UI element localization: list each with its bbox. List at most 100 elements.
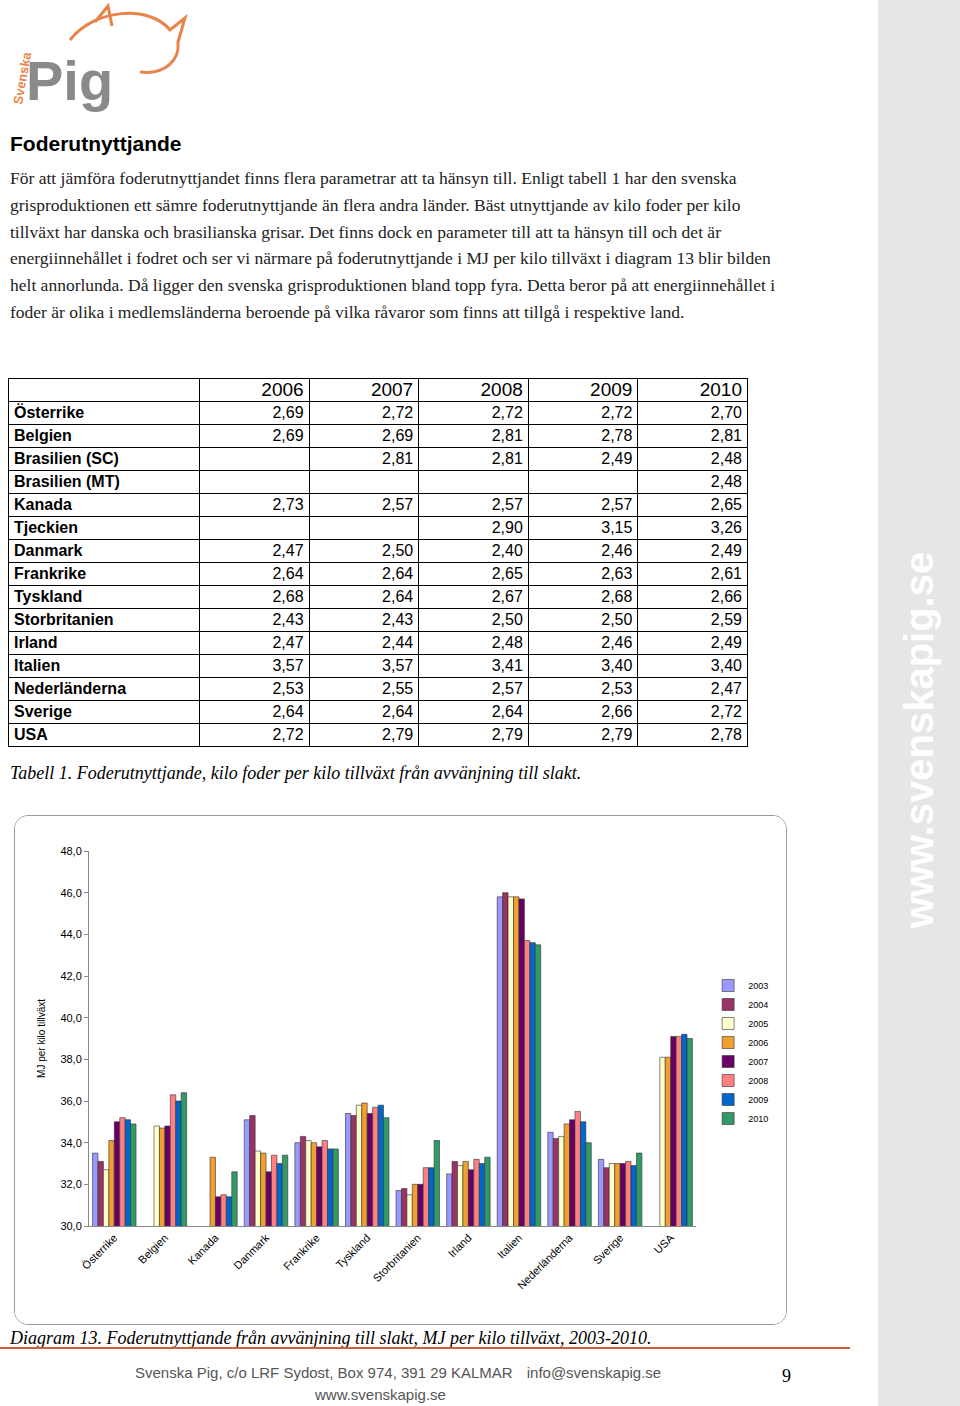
svg-text:42,0: 42,0 bbox=[60, 970, 81, 982]
html-text:2,64: 2,64 bbox=[382, 565, 414, 582]
html-text:Österrike: Österrike bbox=[14, 404, 85, 421]
html-text:2,72: 2,72 bbox=[601, 404, 633, 421]
html-text:Brasilien (MT): Brasilien (MT) bbox=[14, 473, 120, 490]
html-text:2,63: 2,63 bbox=[601, 565, 633, 582]
svg-text:2005: 2005 bbox=[748, 1019, 768, 1029]
html-text:www.svenskapig.se: www.svenskapig.se bbox=[896, 551, 941, 929]
html-text:2,47: 2,47 bbox=[272, 634, 304, 651]
html-text:2009: 2009 bbox=[590, 379, 633, 400]
html-text:2,47: 2,47 bbox=[272, 542, 304, 559]
html-text:2,48: 2,48 bbox=[710, 473, 742, 490]
svg-text:2007: 2007 bbox=[748, 1057, 768, 1067]
html-text:2,40: 2,40 bbox=[491, 542, 523, 559]
html-text:Danmark: Danmark bbox=[14, 542, 83, 559]
svg-text:USA: USA bbox=[652, 1231, 677, 1256]
svg-text:Österrike: Österrike bbox=[80, 1232, 120, 1272]
html-text:2,68: 2,68 bbox=[272, 588, 304, 605]
html-text:2,50: 2,50 bbox=[601, 611, 633, 628]
html-text:2,46: 2,46 bbox=[601, 542, 633, 559]
html-text:2007: 2007 bbox=[370, 379, 414, 400]
html-text:2,50: 2,50 bbox=[382, 542, 414, 559]
html-text:2010: 2010 bbox=[699, 379, 742, 400]
svg-text:2010: 2010 bbox=[748, 1114, 768, 1124]
html-text:2,49: 2,49 bbox=[601, 450, 633, 467]
svg-text:Frankrike: Frankrike bbox=[281, 1232, 322, 1273]
html-text:2,65: 2,65 bbox=[491, 565, 523, 582]
svg-text:44,0: 44,0 bbox=[60, 928, 81, 940]
html-text:2,81: 2,81 bbox=[710, 427, 742, 444]
html-text:2,81: 2,81 bbox=[491, 450, 523, 467]
html-text:2,65: 2,65 bbox=[710, 496, 742, 513]
html-text:2,66: 2,66 bbox=[710, 588, 742, 605]
svg-text:Pig: Pig bbox=[26, 49, 113, 112]
html-text:2,48: 2,48 bbox=[710, 450, 742, 467]
svg-text:Tyskland: Tyskland bbox=[333, 1232, 372, 1271]
svg-text:MJ per kilo tillväxt: MJ per kilo tillväxt bbox=[36, 999, 47, 1078]
html-text:2,69: 2,69 bbox=[272, 404, 304, 421]
svg-text:38,0: 38,0 bbox=[60, 1053, 81, 1065]
html-text:2,73: 2,73 bbox=[272, 496, 304, 513]
svg-text:46,0: 46,0 bbox=[60, 887, 81, 899]
html-text:Tyskland: Tyskland bbox=[14, 588, 83, 605]
svg-text:34,0: 34,0 bbox=[60, 1137, 81, 1149]
html-text:Diagram 13. Foderutnyttjande f: Diagram 13. Foderutnyttjande från avvänj… bbox=[10, 1328, 652, 1348]
svg-text:Kanada: Kanada bbox=[185, 1231, 221, 1267]
html-text:2,64: 2,64 bbox=[382, 588, 414, 605]
svg-text:Irland: Irland bbox=[446, 1232, 474, 1260]
html-text:Tabell 1. Foderutnyttjande, ki: Tabell 1. Foderutnyttjande, kilo foder p… bbox=[10, 763, 582, 783]
html-text:Kanada: Kanada bbox=[14, 496, 72, 513]
html-text:2,43: 2,43 bbox=[382, 611, 414, 628]
svg-text:30,0: 30,0 bbox=[60, 1220, 81, 1232]
html-text:2,57: 2,57 bbox=[382, 496, 414, 513]
html-text:2,81: 2,81 bbox=[491, 427, 523, 444]
html-text:2,43: 2,43 bbox=[272, 611, 304, 628]
svg-text:2008: 2008 bbox=[748, 1076, 768, 1086]
html-text:2,44: 2,44 bbox=[382, 634, 414, 651]
html-text:2,48: 2,48 bbox=[491, 634, 523, 651]
svg-text:Italien: Italien bbox=[495, 1232, 524, 1261]
html-text:2,61: 2,61 bbox=[710, 565, 742, 582]
html-text:3,15: 3,15 bbox=[601, 519, 633, 536]
html-text:Foderutnyttjande: Foderutnyttjande bbox=[10, 132, 182, 155]
html-text:2,72: 2,72 bbox=[491, 404, 523, 421]
svg-text:48,0: 48,0 bbox=[60, 845, 81, 857]
html-text:Tjeckien: Tjeckien bbox=[14, 519, 78, 536]
html-text:2,64: 2,64 bbox=[272, 565, 304, 582]
svg-text:Nederländerna: Nederländerna bbox=[515, 1231, 576, 1292]
html-text:För att jämföra foderutnyttjan: För att jämföra foderutnyttjandet finns … bbox=[10, 168, 776, 322]
svg-text:2009: 2009 bbox=[748, 1095, 768, 1105]
html-text:2,57: 2,57 bbox=[491, 496, 523, 513]
html-text:2,50: 2,50 bbox=[491, 611, 523, 628]
html-text:2,57: 2,57 bbox=[601, 496, 633, 513]
html-text:2,81: 2,81 bbox=[382, 450, 414, 467]
html-text:2,49: 2,49 bbox=[710, 542, 742, 559]
html-text:2,78: 2,78 bbox=[601, 427, 633, 444]
html-text:2006: 2006 bbox=[261, 379, 304, 400]
html-text:2,59: 2,59 bbox=[710, 611, 742, 628]
svg-text:2006: 2006 bbox=[748, 1038, 768, 1048]
svg-text:2003: 2003 bbox=[748, 981, 768, 991]
svg-text:Storbritanien: Storbritanien bbox=[371, 1232, 424, 1285]
html-text:Brasilien (SC): Brasilien (SC) bbox=[14, 450, 119, 467]
html-text:2,70: 2,70 bbox=[710, 404, 742, 421]
html-text:Belgien: Belgien bbox=[14, 427, 72, 444]
html-text:2008: 2008 bbox=[480, 379, 523, 400]
html-text:2,67: 2,67 bbox=[491, 588, 523, 605]
html-text:3,26: 3,26 bbox=[710, 519, 742, 536]
svg-text:Svenska: Svenska bbox=[10, 51, 35, 106]
html-text:2,69: 2,69 bbox=[382, 427, 414, 444]
html-text:Frankrike: Frankrike bbox=[14, 565, 86, 582]
html-text:2,72: 2,72 bbox=[382, 404, 414, 421]
svg-text:Sverige: Sverige bbox=[591, 1232, 626, 1267]
svg-text:32,0: 32,0 bbox=[60, 1178, 81, 1190]
html-text:2,69: 2,69 bbox=[272, 427, 304, 444]
html-text:2,68: 2,68 bbox=[601, 588, 633, 605]
svg-text:2004: 2004 bbox=[748, 1000, 768, 1010]
html-text:Storbritanien: Storbritanien bbox=[14, 611, 114, 628]
html-text:Irland: Irland bbox=[14, 634, 58, 651]
html-text:2,90: 2,90 bbox=[491, 519, 523, 536]
svg-text:Belgien: Belgien bbox=[136, 1232, 170, 1266]
svg-text:36,0: 36,0 bbox=[60, 1095, 81, 1107]
svg-text:40,0: 40,0 bbox=[60, 1012, 81, 1024]
svg-text:Danmark: Danmark bbox=[231, 1231, 271, 1271]
